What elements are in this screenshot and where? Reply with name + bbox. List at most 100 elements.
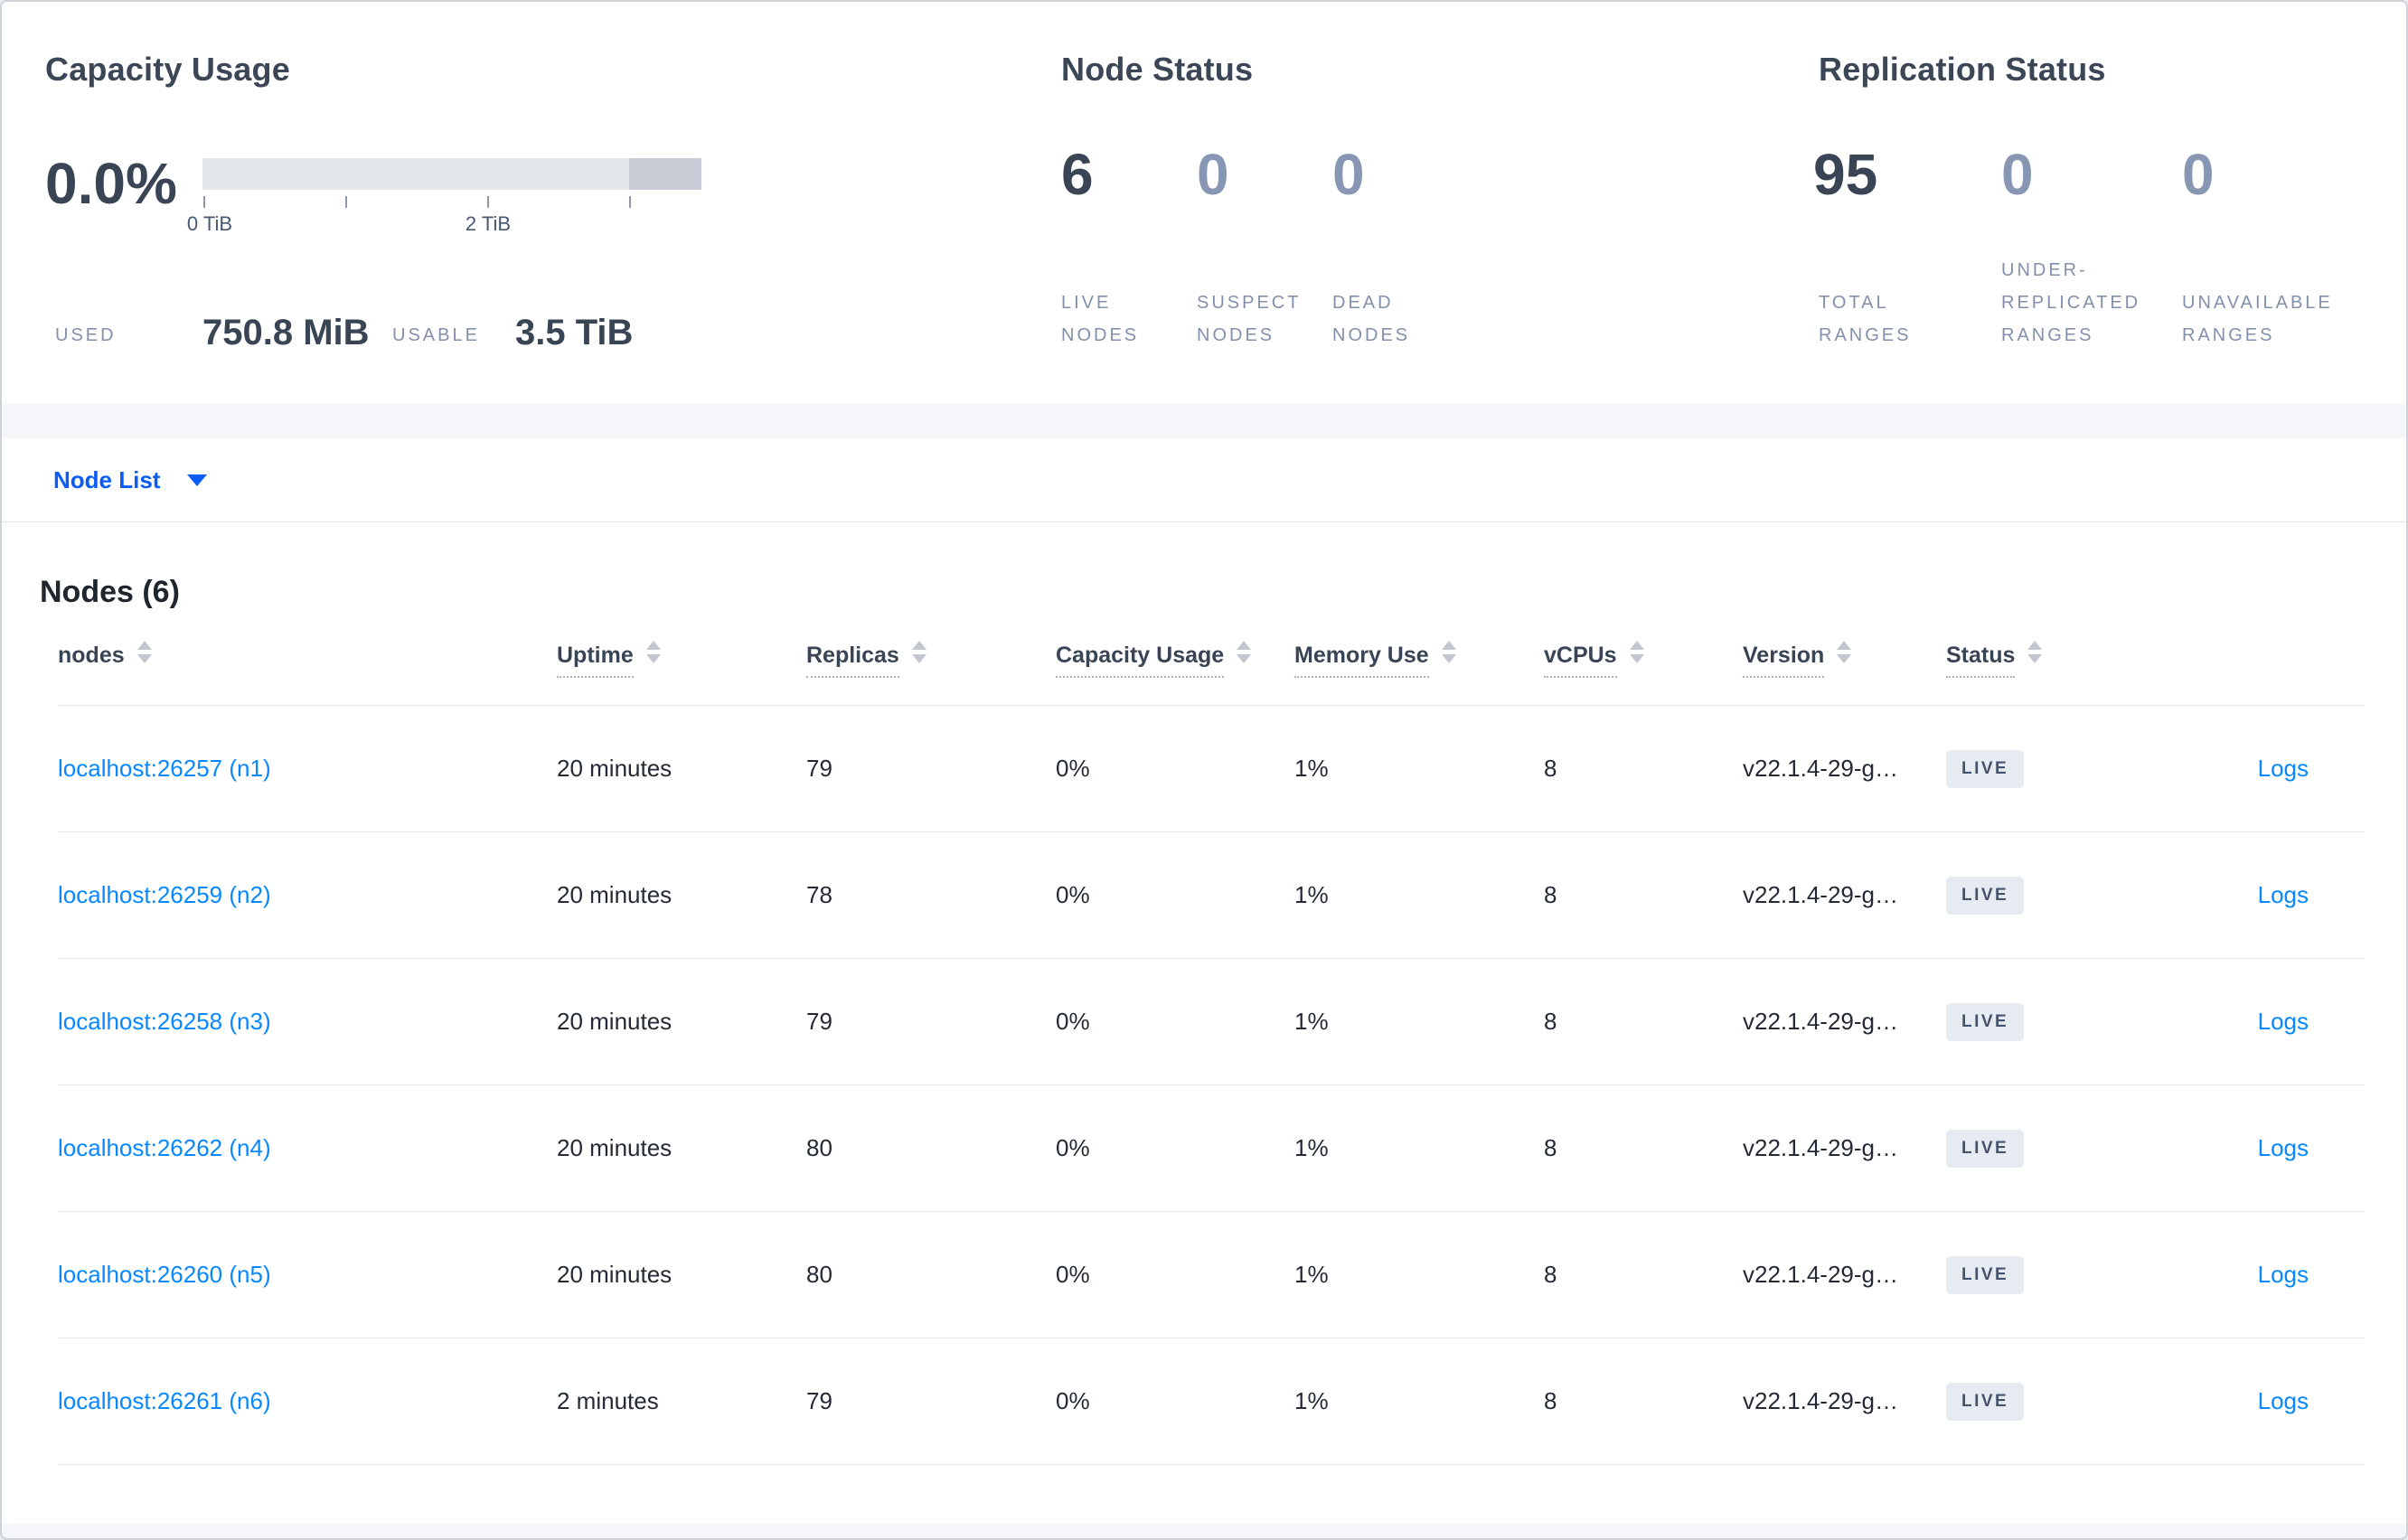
gauge-tick-3: [629, 196, 631, 208]
replicas-cell: 79: [806, 755, 832, 782]
suspect-nodes-value: 0: [1197, 142, 1229, 207]
column-header-nodes[interactable]: nodes: [58, 640, 557, 676]
uptime-cell: 20 minutes: [557, 1134, 673, 1161]
uptime-cell: 2 minutes: [557, 1387, 659, 1414]
logs-link[interactable]: Logs: [2257, 881, 2309, 908]
version-cell: v22.1.4-29-g…: [1743, 1134, 1898, 1161]
column-header-status[interactable]: Status: [1946, 640, 2202, 678]
status-badge: LIVE: [1946, 1002, 2025, 1041]
logs-link[interactable]: Logs: [2257, 1134, 2309, 1161]
node-status-stats: 6 LIVE NODES 0 SUSPECT NODES 0 DEAD NODE…: [1061, 146, 1784, 352]
vcpus-cell: 8: [1544, 1134, 1557, 1161]
sort-icon[interactable]: [1629, 640, 1644, 663]
replication-status-title: Replication Status: [1819, 51, 2106, 88]
status-badge: LIVE: [1946, 1129, 2025, 1168]
logs-link[interactable]: Logs: [2257, 1387, 2309, 1414]
unavailable-ranges-stat: 0 UNAVAILABLE RANGES: [2182, 146, 2406, 352]
caret-down-icon[interactable]: [187, 474, 208, 486]
dead-nodes-value: 0: [1332, 142, 1365, 207]
under-replicated-ranges-value: 0: [2001, 142, 2034, 207]
sort-icon[interactable]: [1837, 640, 1852, 663]
status-badge: LIVE: [1946, 749, 2025, 788]
capacity-gauge-row: 0.0% 0 TiB 2 TiB: [45, 148, 1021, 293]
vcpus-cell: 8: [1544, 881, 1557, 908]
version-cell: v22.1.4-29-g…: [1743, 755, 1898, 782]
column-header-uptime[interactable]: Uptime: [557, 640, 806, 678]
vcpus-cell: 8: [1544, 755, 1557, 782]
capacity-used-row: USED 750.8 MiB USABLE 3.5 TiB: [45, 313, 1021, 360]
used-label: USED: [55, 325, 117, 345]
version-cell: v22.1.4-29-g…: [1743, 881, 1898, 908]
gauge-tick-0: [203, 196, 205, 208]
total-ranges-value: 95: [1813, 142, 1878, 207]
uptime-cell: 20 minutes: [557, 1008, 673, 1035]
node-link[interactable]: localhost:26258 (n3): [58, 1008, 271, 1035]
memory-cell: 1%: [1294, 755, 1329, 782]
under-replicated-ranges-label: UNDER- REPLICATED RANGES: [2001, 260, 2141, 345]
capacity-cell: 0%: [1056, 1134, 1090, 1161]
memory-cell: 1%: [1294, 1008, 1329, 1035]
capacity-cell: 0%: [1056, 755, 1090, 782]
capacity-cell: 0%: [1056, 1261, 1090, 1288]
gauge-tick-label-2: 2 TiB: [465, 212, 512, 235]
table-row: localhost:26262 (n4) 20 minutes 80 0% 1%…: [58, 1085, 2365, 1212]
capacity-usage-panel: Capacity Usage 0.0% 0 TiB 2 TiB U: [45, 51, 1021, 376]
node-link[interactable]: localhost:26262 (n4): [58, 1134, 271, 1161]
memory-cell: 1%: [1294, 1134, 1329, 1161]
nodes-table-heading: Nodes (6): [40, 575, 180, 609]
gauge-tick-label-0: 0 TiB: [186, 212, 233, 235]
sort-icon[interactable]: [911, 640, 927, 663]
table-row: localhost:26257 (n1) 20 minutes 79 0% 1%…: [58, 706, 2365, 832]
column-header-replicas[interactable]: Replicas: [806, 640, 1056, 678]
memory-cell: 1%: [1294, 1261, 1329, 1288]
logs-link[interactable]: Logs: [2257, 1008, 2309, 1035]
replicas-cell: 80: [806, 1261, 832, 1288]
node-list-card: Node List Nodes (6) nodes Uptime Replica…: [2, 438, 2406, 1524]
total-ranges-stat: 95 TOTAL RANGES: [1813, 146, 1998, 352]
capacity-percent: 0.0%: [45, 151, 177, 216]
vcpus-cell: 8: [1544, 1008, 1557, 1035]
gauge-tick-2: [487, 196, 489, 208]
capacity-gauge: 0 TiB 2 TiB: [187, 158, 701, 294]
column-header-capacity-usage[interactable]: Capacity Usage: [1056, 640, 1294, 678]
column-header-version[interactable]: Version: [1743, 640, 1946, 678]
status-badge: LIVE: [1946, 1382, 2025, 1421]
table-row: localhost:26258 (n3) 20 minutes 79 0% 1%…: [58, 959, 2365, 1085]
replicas-cell: 79: [806, 1008, 832, 1035]
total-ranges-label: TOTAL RANGES: [1819, 293, 1912, 345]
nodes-table-section: Nodes (6) nodes Uptime Replicas Capacity…: [2, 522, 2406, 1465]
replication-status-panel: Replication Status 95 TOTAL RANGES 0 UND…: [1813, 51, 2379, 376]
vcpus-cell: 8: [1544, 1261, 1557, 1288]
live-nodes-label: LIVE NODES: [1061, 293, 1140, 345]
logs-link[interactable]: Logs: [2257, 1261, 2309, 1288]
memory-cell: 1%: [1294, 1387, 1329, 1414]
sort-icon[interactable]: [1237, 640, 1252, 663]
cluster-summary-card: Capacity Usage 0.0% 0 TiB 2 TiB U: [2, 2, 2406, 404]
node-link[interactable]: localhost:26257 (n1): [58, 755, 271, 782]
sort-icon[interactable]: [2027, 640, 2043, 663]
column-header-memory-use[interactable]: Memory Use: [1294, 640, 1544, 678]
node-list-dropdown-label[interactable]: Node List: [53, 465, 161, 493]
sort-icon[interactable]: [645, 640, 661, 663]
capacity-cell: 0%: [1056, 1008, 1090, 1035]
replicas-cell: 79: [806, 1387, 832, 1414]
version-cell: v22.1.4-29-g…: [1743, 1008, 1898, 1035]
node-link[interactable]: localhost:26260 (n5): [58, 1261, 271, 1288]
logs-link[interactable]: Logs: [2257, 755, 2309, 782]
sort-icon[interactable]: [1441, 640, 1456, 663]
status-badge: LIVE: [1946, 876, 2025, 915]
version-cell: v22.1.4-29-g…: [1743, 1261, 1898, 1288]
replicas-cell: 78: [806, 881, 832, 908]
version-cell: v22.1.4-29-g…: [1743, 1387, 1898, 1414]
node-status-panel: Node Status 6 LIVE NODES 0 SUSPECT NODES…: [1061, 51, 1784, 376]
table-row: localhost:26260 (n5) 20 minutes 80 0% 1%…: [58, 1212, 2365, 1338]
gauge-tick-1: [345, 196, 347, 208]
node-link[interactable]: localhost:26259 (n2): [58, 881, 271, 908]
node-list-dropdown[interactable]: Node List: [2, 438, 2406, 522]
usable-label: USABLE: [392, 325, 480, 345]
sort-icon[interactable]: [136, 640, 152, 663]
vcpus-cell: 8: [1544, 1387, 1557, 1414]
capacity-cell: 0%: [1056, 881, 1090, 908]
node-link[interactable]: localhost:26261 (n6): [58, 1387, 271, 1414]
column-header-vcpus[interactable]: vCPUs: [1544, 640, 1743, 678]
